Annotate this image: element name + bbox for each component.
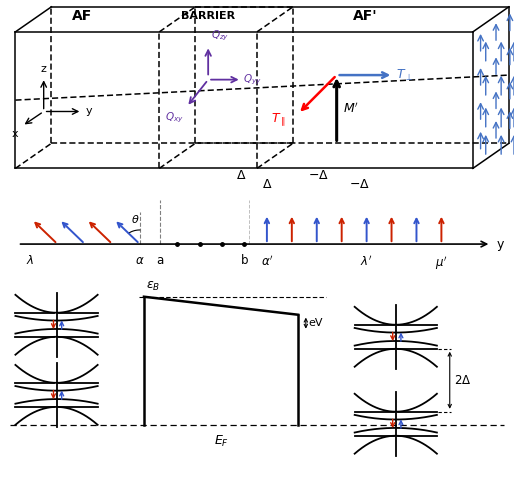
Text: $M'$: $M'$ xyxy=(343,102,359,116)
Text: eV: eV xyxy=(308,318,323,328)
Text: $\theta$: $\theta$ xyxy=(131,213,140,225)
Text: $\Delta$: $\Delta$ xyxy=(262,178,272,191)
Text: $\lambda'$: $\lambda'$ xyxy=(360,254,373,269)
Text: $\mu'$: $\mu'$ xyxy=(435,254,448,272)
Text: $-\Delta$: $-\Delta$ xyxy=(308,169,329,182)
Text: b: b xyxy=(241,254,248,267)
Text: z: z xyxy=(41,64,47,74)
Text: AF: AF xyxy=(72,9,93,23)
Text: $\alpha'$: $\alpha'$ xyxy=(261,254,273,269)
Text: x: x xyxy=(11,129,18,139)
Text: y: y xyxy=(86,106,93,116)
Text: $\Delta$: $\Delta$ xyxy=(236,169,247,182)
Text: $\varepsilon_B$: $\varepsilon_B$ xyxy=(146,280,161,293)
Text: $T_{\perp}$: $T_{\perp}$ xyxy=(396,68,413,83)
Text: a: a xyxy=(156,254,163,267)
Text: AF': AF' xyxy=(353,9,377,23)
Text: $Q_{yy}$: $Q_{yy}$ xyxy=(243,72,262,87)
Text: $E_F$: $E_F$ xyxy=(213,433,229,449)
Text: $T_{\parallel}$: $T_{\parallel}$ xyxy=(271,111,285,128)
Text: $2\Delta$: $2\Delta$ xyxy=(454,374,471,387)
Text: BARRIER: BARRIER xyxy=(181,11,235,21)
Text: $-\Delta$: $-\Delta$ xyxy=(348,178,370,191)
Text: $\alpha$: $\alpha$ xyxy=(135,254,144,267)
Text: $\lambda$: $\lambda$ xyxy=(26,254,34,267)
Text: y: y xyxy=(496,238,504,251)
Text: $Q_{zy}$: $Q_{zy}$ xyxy=(211,29,229,43)
Text: $Q_{xy}$: $Q_{xy}$ xyxy=(164,110,183,125)
